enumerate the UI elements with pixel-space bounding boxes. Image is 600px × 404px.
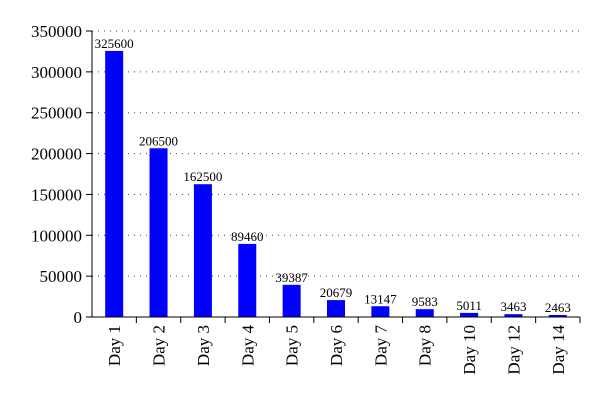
bar [105, 50, 124, 317]
x-category-label: Day 4 [238, 325, 257, 367]
y-tick-label: 250000 [31, 104, 82, 123]
y-tick-label: 100000 [31, 226, 82, 245]
bar [149, 148, 168, 317]
bar [548, 314, 567, 317]
bar [371, 306, 390, 317]
x-category-label: Day 3 [194, 325, 213, 366]
x-category-label: Day 2 [150, 325, 169, 366]
x-category-label: Day 8 [416, 325, 435, 366]
data-label: 9583 [412, 294, 438, 309]
y-tick-label: 350000 [31, 22, 82, 41]
bar [327, 300, 345, 317]
bar [415, 309, 434, 317]
data-label: 206500 [139, 133, 178, 148]
bar [238, 243, 257, 317]
bar [282, 284, 301, 317]
bar [460, 312, 479, 317]
bar [193, 184, 212, 317]
x-category-label: Day 6 [327, 325, 346, 366]
x-category-label: Day 14 [549, 325, 568, 375]
data-label: 39387 [275, 270, 308, 285]
y-tick-label: 150000 [31, 185, 82, 204]
data-label: 5011 [456, 298, 482, 313]
data-label: 89460 [231, 229, 264, 244]
axis-layer [86, 30, 581, 323]
y-tick-label: 50000 [40, 267, 83, 286]
bars-layer [105, 50, 567, 317]
x-category-label: Day 1 [105, 325, 124, 366]
x-category-label: Day 12 [504, 325, 523, 375]
y-tick-label: 200000 [31, 145, 82, 164]
labels-layer: 0 50000 100000 150000 200000 250000 300000 3500… [31, 22, 571, 375]
data-label: 3463 [500, 299, 526, 314]
x-category-label: Day 5 [283, 325, 302, 366]
data-label: 13147 [364, 291, 397, 306]
y-tick-label: 300000 [31, 63, 82, 82]
data-label: 162500 [183, 169, 222, 184]
data-label: 2463 [545, 300, 571, 315]
x-category-label: Day 10 [460, 325, 479, 375]
y-tick-label: 0 [74, 308, 83, 327]
data-label: 20679 [320, 285, 353, 300]
data-label: 325600 [95, 36, 134, 51]
x-category-label: Day 7 [371, 325, 390, 367]
bar [504, 314, 523, 317]
